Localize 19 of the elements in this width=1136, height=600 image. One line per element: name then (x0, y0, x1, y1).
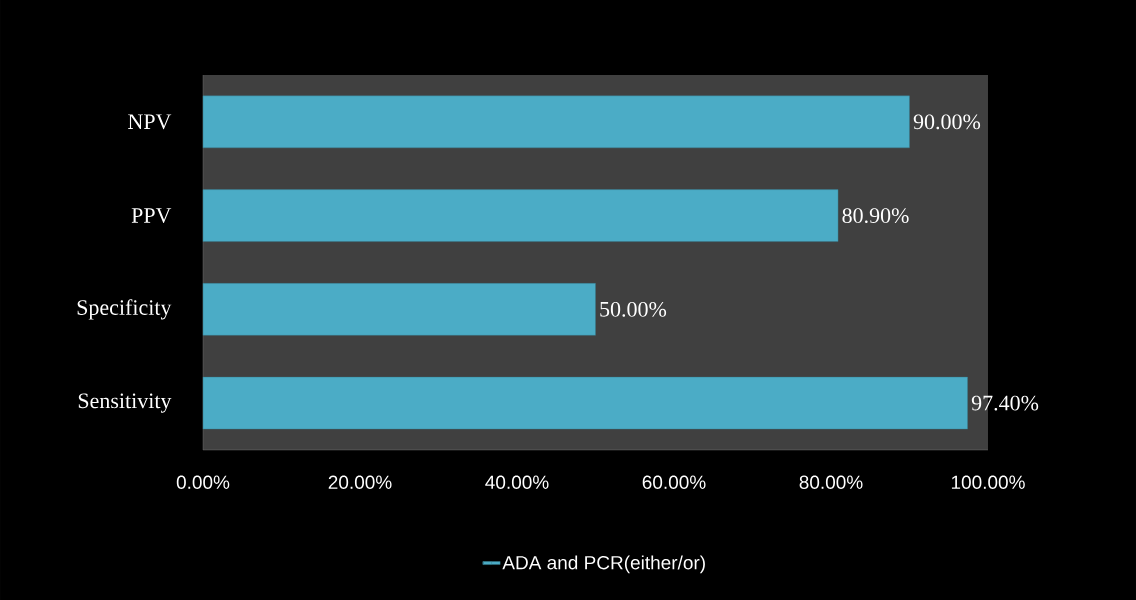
data-label: 50.00% (600, 301, 667, 317)
x-tick-label: 20.00% (328, 475, 392, 489)
x-tick-label: 100.00% (951, 475, 1025, 489)
data-label: 80.90% (842, 208, 909, 224)
bar (202, 95, 910, 149)
y-tick-label: NPV (128, 114, 172, 130)
data-label: 90.00% (913, 114, 981, 130)
bar (202, 189, 839, 242)
x-tick-label: 80.00% (799, 475, 863, 489)
legend-label: ADA and PCR(either/or) (502, 555, 705, 574)
y-tick-label: Sensitivity (78, 393, 172, 413)
y-tick-label: PPV (131, 208, 172, 223)
data-label: 97.40% (971, 395, 1039, 411)
x-tick-label: 40.00% (485, 475, 549, 489)
x-tick-label: 0.00% (176, 475, 230, 489)
bar (202, 283, 596, 336)
y-tick-label: Specificity (77, 299, 172, 320)
bar (202, 376, 968, 430)
x-tick-label: 60.00% (642, 475, 706, 489)
